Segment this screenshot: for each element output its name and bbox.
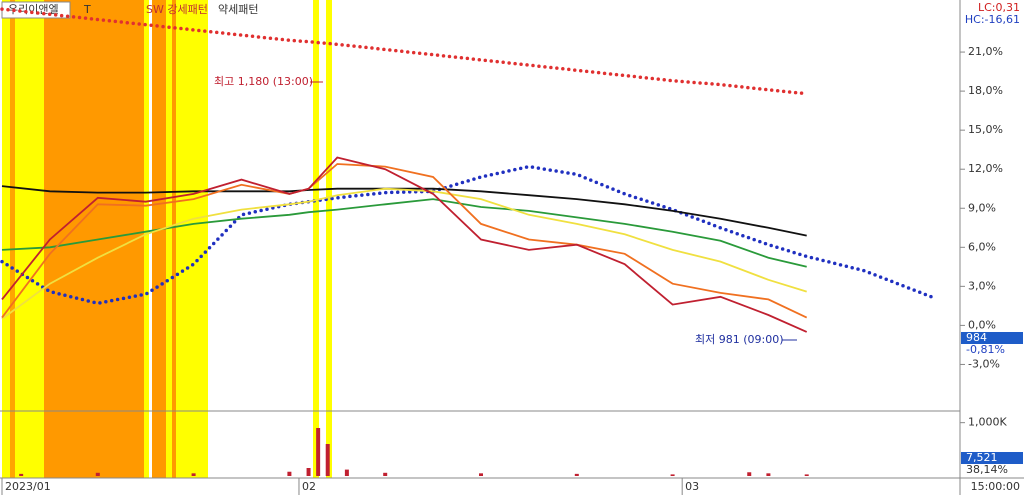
volume-bar bbox=[316, 428, 321, 476]
legend-label: 약세패턴 bbox=[218, 2, 258, 16]
low-annotation: 최저 981 (09:00) bbox=[695, 333, 784, 346]
pattern-bands bbox=[2, 0, 332, 478]
volume-bar bbox=[747, 472, 752, 476]
legend-label: T bbox=[83, 3, 91, 16]
volume-bar bbox=[670, 474, 675, 476]
volume-bar bbox=[191, 473, 196, 476]
lc-label: LC:0,31 bbox=[978, 1, 1020, 14]
x-tick-label: 03 bbox=[685, 480, 699, 493]
y-tick-label: 9,0% bbox=[968, 201, 996, 214]
time-label: 15:00:00 bbox=[971, 480, 1020, 493]
volume-bar bbox=[344, 469, 349, 476]
high-annotation: 최고 1,180 (13:00) bbox=[214, 75, 313, 88]
hc-label: HC:-16,61 bbox=[965, 13, 1020, 26]
series-line bbox=[1, 198, 807, 268]
y-tick-label: 6,0% bbox=[968, 240, 996, 253]
series-line bbox=[1, 187, 807, 320]
volume-ratio: 38,14% bbox=[966, 463, 1008, 476]
volume-bar bbox=[95, 472, 100, 476]
volume-bar bbox=[574, 473, 579, 476]
y-tick-label: 15,0% bbox=[968, 123, 1003, 136]
y-tick-label: 18,0% bbox=[968, 84, 1003, 97]
volume-bar bbox=[19, 473, 24, 476]
last-price: 984 bbox=[966, 331, 987, 344]
y-tick-label: 0,0% bbox=[968, 318, 996, 331]
volume-bar bbox=[383, 472, 388, 476]
volume-box bbox=[961, 452, 1023, 464]
x-tick-label: 02 bbox=[302, 480, 316, 493]
legend-label: SW 강세패턴 bbox=[146, 3, 208, 16]
y-tick-label: 3,0% bbox=[968, 279, 996, 292]
last-volume: 7,521 bbox=[966, 451, 998, 464]
y-tick-label: 1,000K bbox=[968, 416, 1007, 429]
x-tick-label: 2023/01 bbox=[5, 480, 51, 493]
last-change: -0,81% bbox=[966, 343, 1005, 356]
y-tick-label: 12,0% bbox=[968, 162, 1003, 175]
y-tick-label: -3,0% bbox=[968, 357, 1000, 370]
volume-bar bbox=[325, 444, 330, 476]
volume-bar bbox=[479, 473, 483, 476]
volume-bar bbox=[766, 473, 771, 476]
volume-bar bbox=[287, 471, 292, 476]
stock-name: 우리이앤엘 bbox=[8, 3, 59, 16]
volume-bar bbox=[306, 468, 311, 476]
price-box bbox=[961, 332, 1023, 344]
y-tick-label: 21,0% bbox=[968, 45, 1003, 58]
series-line bbox=[1, 163, 808, 319]
series-line bbox=[0, 7, 809, 96]
series-line bbox=[1, 156, 808, 333]
volume-bar bbox=[804, 474, 809, 476]
